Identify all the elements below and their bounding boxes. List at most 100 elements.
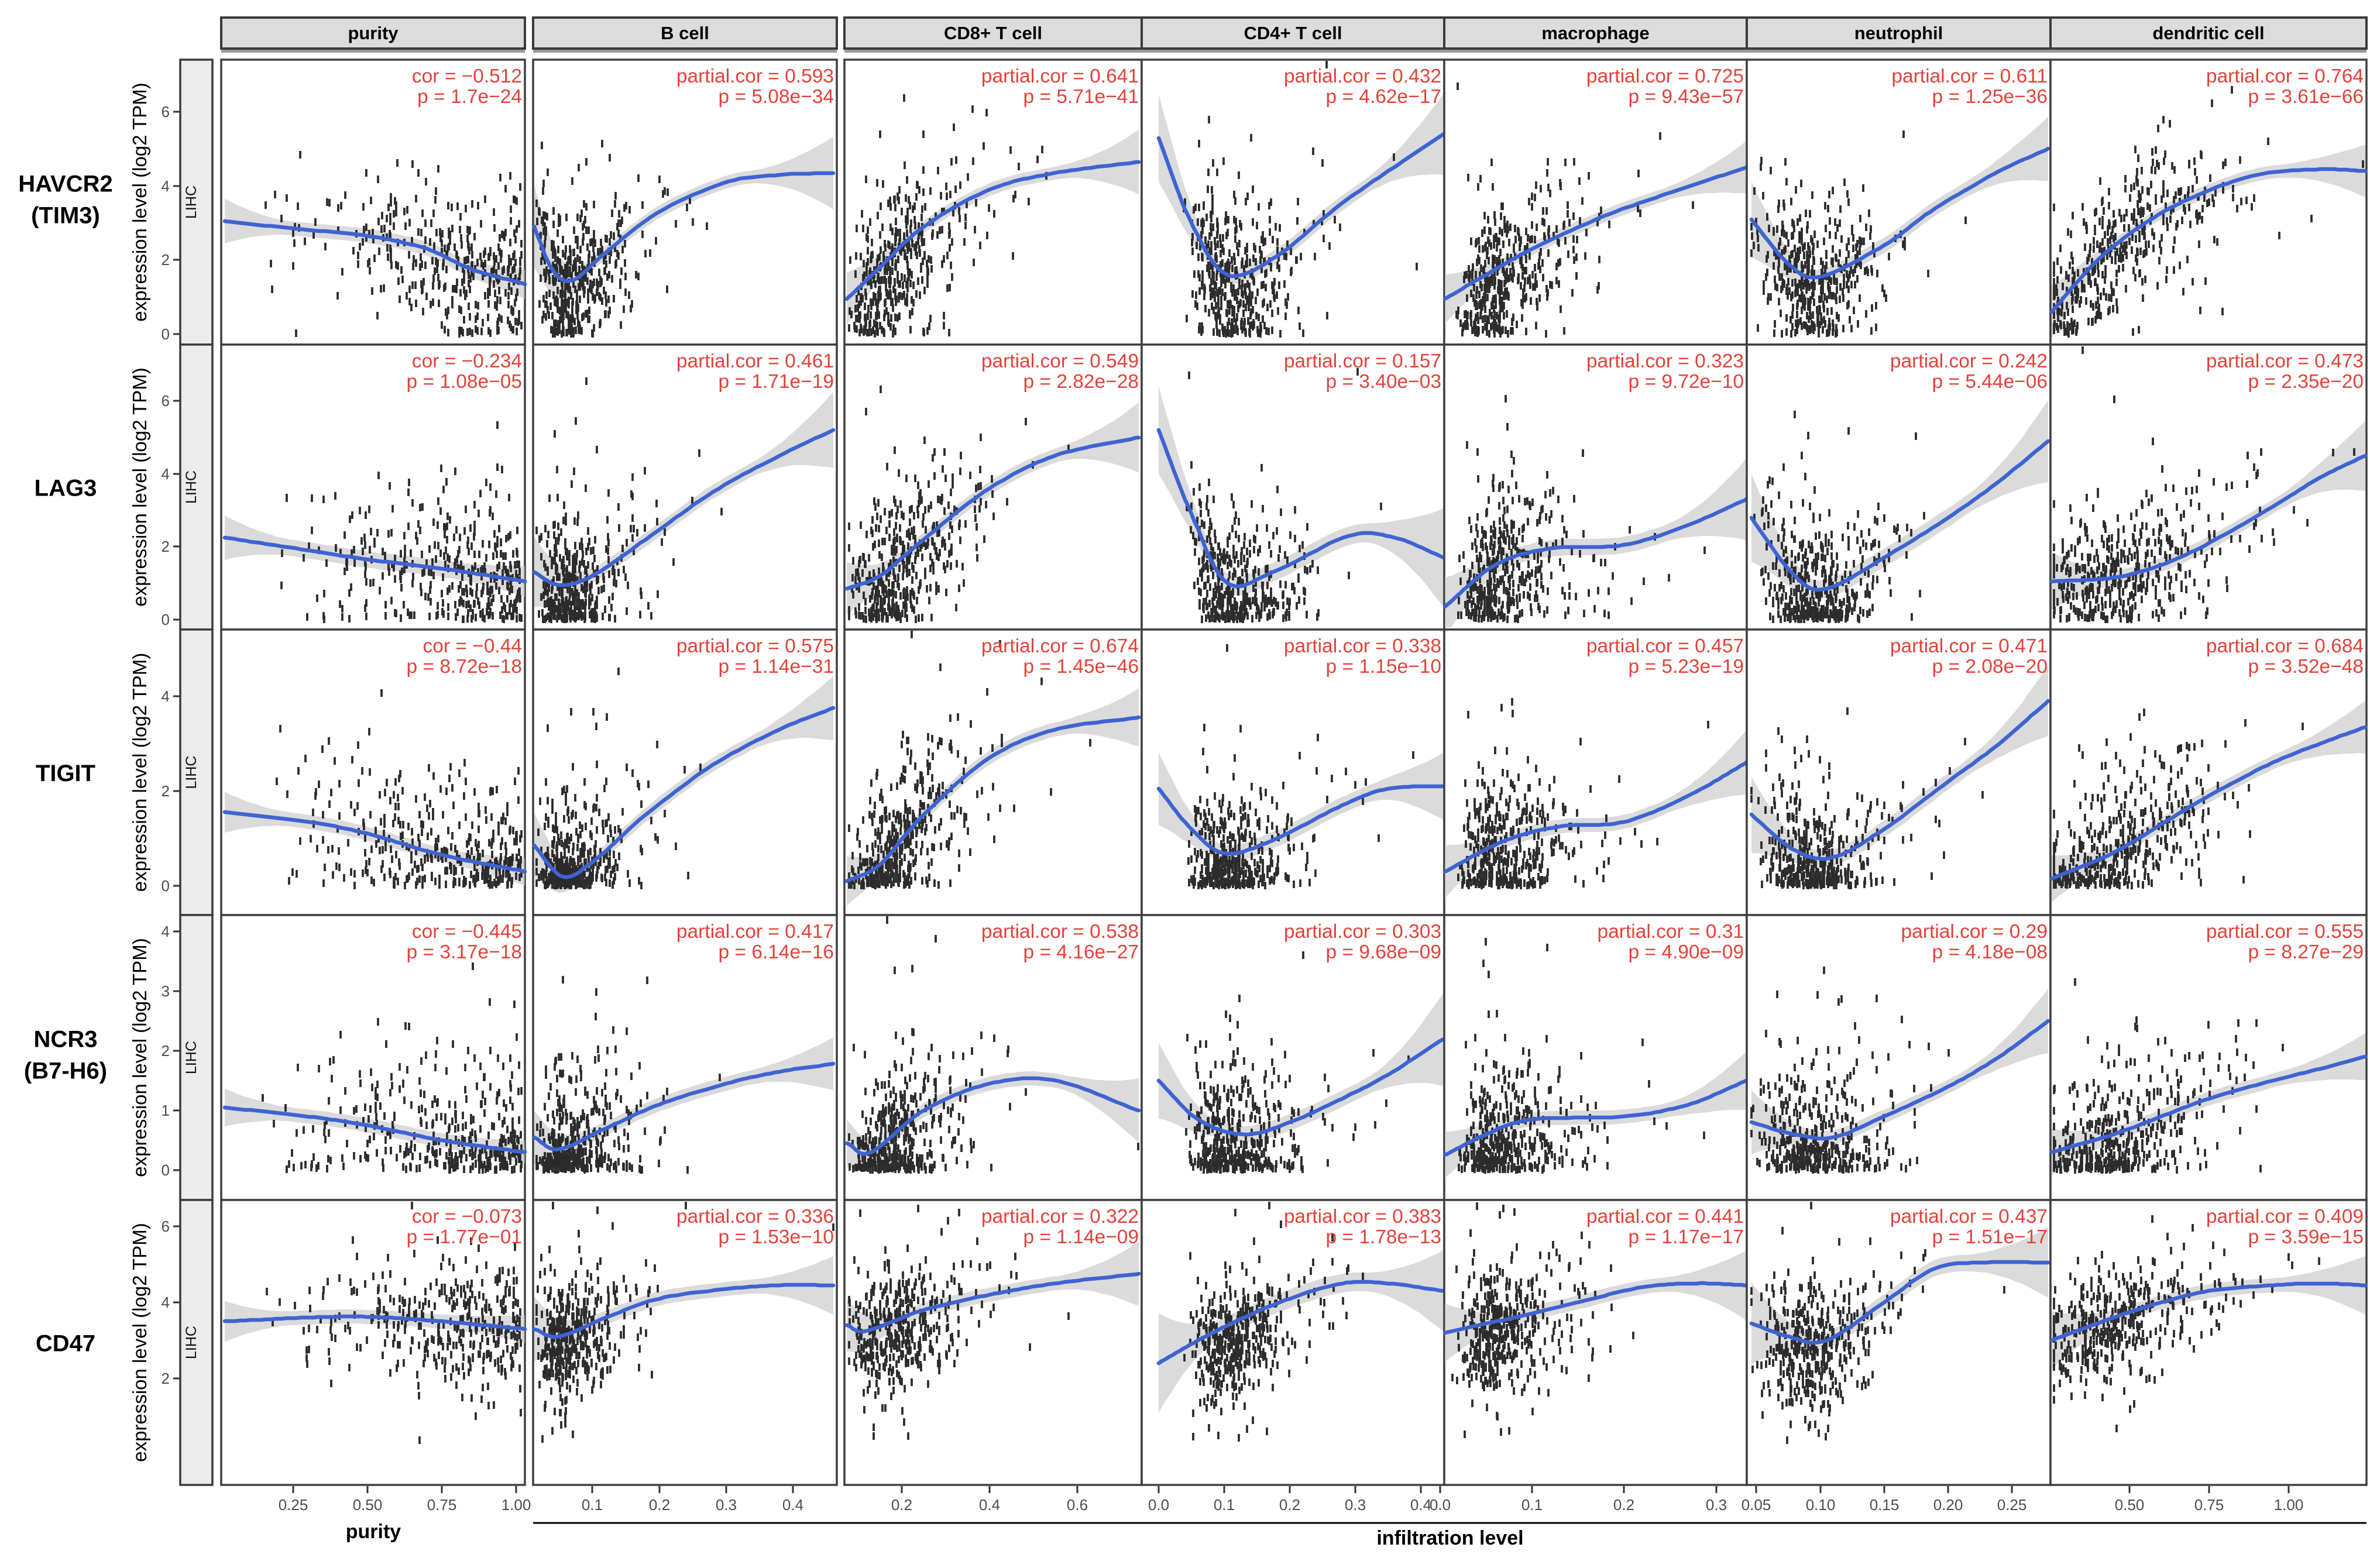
svg-text:6: 6	[162, 103, 170, 121]
svg-text:B cell: B cell	[661, 23, 709, 43]
svg-text:partial.cor = 0.575: partial.cor = 0.575	[676, 635, 834, 657]
svg-text:partial.cor = 0.611: partial.cor = 0.611	[1891, 66, 2048, 87]
svg-text:partial.cor = 0.473: partial.cor = 0.473	[2206, 350, 2364, 372]
svg-text:0.75: 0.75	[2194, 1496, 2224, 1514]
svg-text:p = 5.08e−34: p = 5.08e−34	[719, 86, 834, 108]
svg-text:p = 9.72e−10: p = 9.72e−10	[1629, 371, 1744, 393]
svg-text:p = 1.15e−10: p = 1.15e−10	[1326, 656, 1441, 678]
svg-text:4: 4	[162, 177, 170, 195]
svg-text:0: 0	[162, 1161, 170, 1179]
svg-text:LAG3: LAG3	[35, 476, 97, 501]
svg-text:3: 3	[162, 982, 170, 1000]
svg-text:partial.cor = 0.432: partial.cor = 0.432	[1284, 66, 1441, 87]
svg-text:expression level (log2 TPM): expression level (log2 TPM)	[129, 367, 150, 606]
svg-text:p = 1.14e−31: p = 1.14e−31	[719, 656, 834, 678]
svg-text:(TIM3): (TIM3)	[31, 203, 100, 229]
svg-text:p = 6.14e−16: p = 6.14e−16	[719, 941, 834, 963]
svg-text:0.4: 0.4	[1410, 1496, 1431, 1514]
svg-text:p = 2.35e−20: p = 2.35e−20	[2248, 371, 2364, 393]
svg-text:partial.cor = 0.641: partial.cor = 0.641	[981, 66, 1139, 87]
svg-text:p = 3.52e−48: p = 3.52e−48	[2248, 656, 2364, 678]
svg-text:partial.cor = 0.457: partial.cor = 0.457	[1586, 635, 1744, 657]
svg-text:6: 6	[162, 392, 170, 410]
svg-text:partial.cor = 0.336: partial.cor = 0.336	[676, 1206, 834, 1227]
svg-text:partial.cor = 0.383: partial.cor = 0.383	[1284, 1206, 1441, 1227]
svg-text:partial.cor = 0.242: partial.cor = 0.242	[1890, 350, 2048, 372]
svg-text:cor = −0.512: cor = −0.512	[412, 66, 522, 87]
svg-text:partial.cor = 0.441: partial.cor = 0.441	[1586, 1206, 1744, 1227]
svg-text:0.2: 0.2	[1613, 1496, 1634, 1514]
svg-text:0.3: 0.3	[1345, 1496, 1366, 1514]
svg-text:cor = −0.234: cor = −0.234	[412, 350, 522, 372]
svg-text:cor = −0.073: cor = −0.073	[412, 1206, 522, 1227]
svg-text:p = 3.17e−18: p = 3.17e−18	[407, 941, 522, 963]
svg-text:p = 5.44e−06: p = 5.44e−06	[1932, 371, 2048, 393]
svg-text:p = 2.82e−28: p = 2.82e−28	[1023, 371, 1139, 393]
svg-text:macrophage: macrophage	[1541, 23, 1649, 43]
svg-text:1: 1	[162, 1102, 170, 1119]
svg-text:p = 5.71e−41: p = 5.71e−41	[1023, 86, 1139, 108]
svg-text:0.0: 0.0	[1430, 1496, 1451, 1514]
svg-text:2: 2	[162, 1370, 170, 1387]
svg-text:CD47: CD47	[36, 1331, 95, 1357]
svg-text:4: 4	[162, 1294, 170, 1311]
svg-text:0.15: 0.15	[1870, 1496, 1900, 1514]
svg-text:p = 4.18e−08: p = 4.18e−08	[1932, 941, 2048, 963]
svg-text:1.00: 1.00	[2274, 1496, 2304, 1514]
svg-text:2: 2	[162, 538, 170, 555]
svg-text:dendritic cell: dendritic cell	[2152, 23, 2264, 43]
svg-text:partial.cor = 0.674: partial.cor = 0.674	[981, 635, 1139, 657]
svg-text:partial.cor = 0.764: partial.cor = 0.764	[2206, 66, 2364, 87]
svg-text:p = 3.59e−15: p = 3.59e−15	[2248, 1226, 2364, 1248]
svg-text:p = 1.14e−09: p = 1.14e−09	[1023, 1226, 1139, 1248]
svg-text:partial.cor = 0.471: partial.cor = 0.471	[1890, 635, 2048, 657]
svg-text:expression level (log2 TPM): expression level (log2 TPM)	[129, 1223, 150, 1462]
svg-text:0.50: 0.50	[2115, 1496, 2145, 1514]
svg-text:0.2: 0.2	[1279, 1496, 1300, 1514]
svg-text:LIHC: LIHC	[183, 1041, 200, 1074]
svg-text:p = 1.71e−19: p = 1.71e−19	[719, 371, 834, 393]
svg-text:0.1: 0.1	[1214, 1496, 1235, 1514]
svg-text:partial.cor = 0.29: partial.cor = 0.29	[1901, 921, 2048, 943]
svg-text:infiltration level: infiltration level	[1376, 1527, 1523, 1549]
svg-text:partial.cor = 0.549: partial.cor = 0.549	[981, 350, 1139, 372]
svg-text:0.25: 0.25	[279, 1496, 308, 1514]
svg-text:p = 1.77e−01: p = 1.77e−01	[407, 1226, 522, 1248]
svg-text:p = 1.7e−24: p = 1.7e−24	[417, 86, 522, 108]
svg-text:p = 1.25e−36: p = 1.25e−36	[1932, 86, 2048, 108]
svg-text:0.20: 0.20	[1933, 1496, 1963, 1514]
svg-text:HAVCR2: HAVCR2	[18, 171, 113, 197]
svg-text:LIHC: LIHC	[183, 185, 200, 219]
svg-text:p = 3.61e−66: p = 3.61e−66	[2248, 86, 2364, 108]
svg-text:partial.cor = 0.323: partial.cor = 0.323	[1586, 350, 1744, 372]
svg-text:0.4: 0.4	[782, 1496, 803, 1514]
svg-text:partial.cor = 0.555: partial.cor = 0.555	[2206, 921, 2364, 943]
svg-text:p = 8.72e−18: p = 8.72e−18	[407, 656, 522, 678]
svg-text:p = 4.62e−17: p = 4.62e−17	[1326, 86, 1441, 108]
svg-text:CD8+ T cell: CD8+ T cell	[944, 23, 1042, 43]
svg-text:0.0: 0.0	[1148, 1496, 1169, 1514]
svg-text:0.2: 0.2	[649, 1496, 670, 1514]
svg-text:LIHC: LIHC	[183, 1326, 200, 1359]
svg-text:partial.cor = 0.684: partial.cor = 0.684	[2206, 635, 2364, 657]
svg-text:p = 4.90e−09: p = 4.90e−09	[1629, 941, 1744, 963]
svg-text:partial.cor = 0.417: partial.cor = 0.417	[676, 921, 834, 943]
svg-text:partial.cor = 0.31: partial.cor = 0.31	[1598, 921, 1744, 943]
svg-text:partial.cor = 0.157: partial.cor = 0.157	[1284, 350, 1441, 372]
svg-text:CD4+ T cell: CD4+ T cell	[1244, 23, 1342, 43]
svg-text:p = 1.45e−46: p = 1.45e−46	[1023, 656, 1139, 678]
svg-text:p = 9.68e−09: p = 9.68e−09	[1326, 941, 1441, 963]
svg-text:4: 4	[162, 923, 170, 940]
svg-text:0.3: 0.3	[716, 1496, 737, 1514]
svg-text:4: 4	[162, 465, 170, 483]
svg-text:partial.cor = 0.461: partial.cor = 0.461	[676, 350, 834, 372]
svg-text:purity: purity	[348, 23, 399, 43]
svg-text:p = 1.78e−13: p = 1.78e−13	[1326, 1226, 1441, 1248]
svg-text:LIHC: LIHC	[183, 756, 200, 789]
svg-text:cor = −0.445: cor = −0.445	[412, 921, 522, 943]
svg-text:p = 1.51e−17: p = 1.51e−17	[1932, 1226, 2048, 1248]
svg-text:p = 2.08e−20: p = 2.08e−20	[1932, 656, 2048, 678]
svg-text:0.2: 0.2	[891, 1496, 912, 1514]
svg-text:0: 0	[162, 877, 170, 895]
svg-text:partial.cor = 0.303: partial.cor = 0.303	[1284, 921, 1441, 943]
